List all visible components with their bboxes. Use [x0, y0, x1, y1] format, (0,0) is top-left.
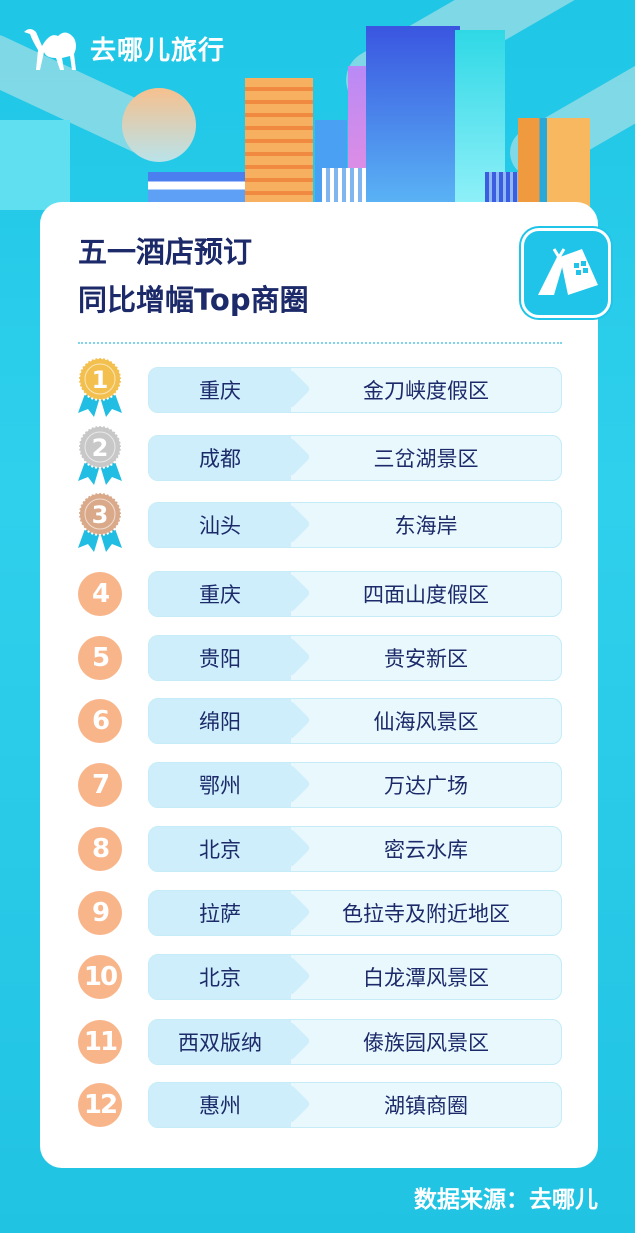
city-name: 重庆: [199, 583, 241, 607]
city-name: 成都: [199, 447, 241, 471]
area-name: 金刀峡度假区: [363, 379, 489, 403]
city-cell: 西双版纳: [149, 1020, 291, 1064]
ranking-card: 五一酒店预订 同比增幅Top商圈 1 重庆 金刀峡度假区 2 成都 三岔湖景区 3 汕头 东海岸…: [40, 202, 611, 1168]
city-name: 鄂州: [199, 774, 241, 798]
ranking-pill: 贵阳 贵安新区: [148, 635, 562, 681]
city-cell: 绵阳: [149, 699, 291, 743]
ranking-pill: 汕头 东海岸: [148, 502, 562, 548]
building: [0, 120, 70, 210]
city-cell: 惠州: [149, 1083, 291, 1127]
city-cell: 汕头: [149, 503, 291, 547]
ranking-row: 5 贵阳 贵安新区: [78, 635, 562, 681]
building: [245, 78, 313, 204]
city-name: 西双版纳: [178, 1031, 262, 1055]
ranking-pill: 绵阳 仙海风景区: [148, 698, 562, 744]
city-name: 汕头: [199, 514, 241, 538]
city-name: 绵阳: [199, 710, 241, 734]
brand-logo: 去哪儿旅行: [22, 24, 225, 72]
ranking-pill: 西双版纳 傣族园风景区: [148, 1019, 562, 1065]
ranking-pill: 惠州 湖镇商圈: [148, 1082, 562, 1128]
ranking-row: 2 成都 三岔湖景区: [78, 425, 562, 485]
city-cell: 重庆: [149, 572, 291, 616]
city-name: 贵阳: [199, 647, 241, 671]
city-cell: 成都: [149, 436, 291, 480]
rank-badge: 6: [78, 699, 122, 743]
tent-hotel-icon: [521, 228, 611, 318]
ranking-pill: 重庆 四面山度假区: [148, 571, 562, 617]
ranking-pill: 成都 三岔湖景区: [148, 435, 562, 481]
camel-icon: [24, 29, 76, 70]
city-name: 北京: [199, 838, 241, 862]
area-name: 贵安新区: [384, 647, 468, 671]
rank-badge: 9: [78, 891, 122, 935]
rank-number: 1: [92, 366, 109, 394]
ranking-row: 1 重庆 金刀峡度假区: [78, 357, 562, 417]
rank-number: 2: [92, 434, 109, 462]
area-name: 四面山度假区: [363, 583, 489, 607]
city-cell: 北京: [149, 827, 291, 871]
area-name: 三岔湖景区: [373, 447, 479, 471]
gold-medal-icon: 1: [78, 357, 122, 417]
sun: [122, 88, 196, 162]
city-name: 重庆: [199, 379, 241, 403]
building: [148, 172, 246, 204]
brand-name: 去哪儿旅行: [90, 35, 226, 66]
ranking-row: 12 惠州 湖镇商圈: [78, 1082, 562, 1128]
rank-badge: 11: [78, 1020, 122, 1064]
rank-number: 3: [92, 501, 109, 529]
ranking-row: 7 鄂州 万达广场: [78, 762, 562, 808]
area-name: 傣族园风景区: [363, 1031, 489, 1055]
ranking-pill: 重庆 金刀峡度假区: [148, 367, 562, 413]
city-cell: 重庆: [149, 368, 291, 412]
area-name: 白龙潭风景区: [363, 966, 489, 990]
ranking-row: 4 重庆 四面山度假区: [78, 571, 562, 617]
ranking-pill: 北京 白龙潭风景区: [148, 954, 562, 1000]
building: [518, 118, 590, 218]
city-cell: 拉萨: [149, 891, 291, 935]
city-name: 拉萨: [199, 902, 241, 926]
ranking-row: 11 西双版纳 傣族园风景区: [78, 1019, 562, 1065]
rank-badge: 8: [78, 827, 122, 871]
city-cell: 鄂州: [149, 763, 291, 807]
silver-medal-icon: 2: [78, 425, 122, 485]
area-name: 色拉寺及附近地区: [342, 902, 510, 926]
title-line-1: 五一酒店预订: [78, 235, 253, 269]
ranking-row: 3 汕头 东海岸: [78, 492, 562, 552]
ranking-row: 9 拉萨 色拉寺及附近地区: [78, 890, 562, 936]
divider: [78, 342, 562, 344]
area-name: 密云水库: [384, 838, 468, 862]
data-source: 数据来源：去哪儿: [414, 1187, 598, 1213]
city-name: 北京: [199, 966, 241, 990]
area-name: 东海岸: [394, 514, 458, 538]
ranking-pill: 拉萨 色拉寺及附近地区: [148, 890, 562, 936]
building: [366, 26, 460, 204]
rank-badge: 7: [78, 763, 122, 807]
area-name: 万达广场: [384, 774, 468, 798]
page-title: 五一酒店预订 同比增幅Top商圈: [78, 228, 309, 324]
area-name: 仙海风景区: [373, 710, 479, 734]
city-cell: 北京: [149, 955, 291, 999]
ranking-row: 8 北京 密云水库: [78, 826, 562, 872]
rank-badge: 12: [78, 1083, 122, 1127]
ranking-pill: 北京 密云水库: [148, 826, 562, 872]
bronze-medal-icon: 3: [78, 492, 122, 552]
ranking-row: 10 北京 白龙潭风景区: [78, 954, 562, 1000]
rank-badge: 10: [78, 955, 122, 999]
area-name: 湖镇商圈: [384, 1094, 468, 1118]
rank-badge: 5: [78, 636, 122, 680]
ranking-row: 6 绵阳 仙海风景区: [78, 698, 562, 744]
rank-badge: 4: [78, 572, 122, 616]
ranking-pill: 鄂州 万达广场: [148, 762, 562, 808]
title-line-2: 同比增幅Top商圈: [78, 283, 309, 317]
city-cell: 贵阳: [149, 636, 291, 680]
city-name: 惠州: [199, 1094, 241, 1118]
